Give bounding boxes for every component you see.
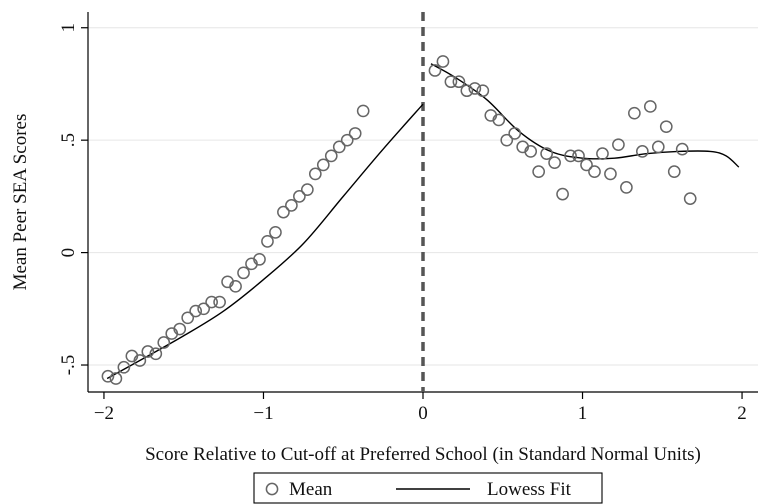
mean-point xyxy=(508,127,522,140)
mean-point xyxy=(237,266,250,280)
lowess-fit-line xyxy=(106,103,424,380)
mean-point xyxy=(532,165,546,178)
mean-point xyxy=(540,147,553,161)
y-tick-label: 1 xyxy=(58,23,79,33)
mean-point xyxy=(213,295,226,309)
mean-point xyxy=(659,120,673,134)
mean-point xyxy=(604,167,617,181)
mean-point xyxy=(141,345,155,358)
x-tick-label: 1 xyxy=(578,403,588,424)
mean-point xyxy=(675,142,689,156)
mean-point xyxy=(651,140,665,154)
mean-point xyxy=(157,336,171,349)
mean-point xyxy=(197,302,211,316)
mean-point xyxy=(588,165,601,178)
mean-point xyxy=(564,149,577,163)
mean-point xyxy=(324,149,338,163)
mean-point xyxy=(628,106,641,120)
legend-mean-marker xyxy=(265,482,279,496)
mean-point xyxy=(643,100,657,113)
y-tick-label: 0 xyxy=(58,248,79,258)
mean-point xyxy=(635,145,649,158)
mean-point xyxy=(101,369,115,383)
mean-point xyxy=(580,158,593,172)
mean-point xyxy=(492,113,506,127)
x-tick-label: 0 xyxy=(418,403,428,424)
mean-point xyxy=(620,181,633,194)
mean-point xyxy=(356,104,370,118)
legend-box xyxy=(253,472,603,504)
mean-point xyxy=(340,133,354,147)
mean-point xyxy=(308,167,322,181)
mean-point xyxy=(173,322,187,336)
mean-point xyxy=(572,149,585,163)
mean-point xyxy=(612,138,625,152)
mean-point xyxy=(500,133,514,147)
mean-point xyxy=(189,304,203,318)
legend: Mean Lowess Fit xyxy=(253,472,603,504)
x-tick-label: −2 xyxy=(94,403,114,424)
mean-point xyxy=(556,187,569,201)
mean-point xyxy=(277,205,290,219)
x-tick-label: −1 xyxy=(253,403,273,424)
mean-point xyxy=(300,183,314,196)
y-tick-label: .5 xyxy=(58,133,79,147)
mean-point xyxy=(316,158,330,172)
mean-point xyxy=(683,192,697,205)
mean-point xyxy=(460,84,474,98)
mean-point xyxy=(261,234,274,248)
points-layer xyxy=(101,55,697,385)
mean-point xyxy=(468,82,482,95)
mean-point xyxy=(181,311,195,325)
mean-point xyxy=(548,156,561,170)
mean-point xyxy=(205,295,218,309)
y-axis-label: Mean Peer SEA Scores xyxy=(10,114,31,291)
ticks-layer: -.5 0 .5 1 −2 −1 0 1 2 xyxy=(58,23,747,424)
mean-point xyxy=(452,75,466,89)
mean-point xyxy=(667,165,681,178)
mean-point xyxy=(293,190,306,203)
mean-point xyxy=(436,55,450,68)
mean-point xyxy=(428,64,442,77)
lowess-fit-line xyxy=(430,63,740,168)
x-tick-label: 2 xyxy=(737,403,747,424)
mean-point xyxy=(269,226,282,239)
mean-point xyxy=(109,372,123,385)
x-axis-label: Score Relative to Cut-off at Preferred S… xyxy=(145,444,701,465)
mean-point xyxy=(332,140,346,154)
mean-point xyxy=(476,84,490,98)
mean-point xyxy=(133,354,147,367)
mean-point xyxy=(348,127,362,140)
mean-point xyxy=(149,347,163,361)
mean-point xyxy=(253,252,266,266)
mean-point xyxy=(596,147,609,161)
mean-point xyxy=(117,360,131,374)
legend-lowess-label: Lowess Fit xyxy=(487,479,572,500)
y-tick-label: -.5 xyxy=(58,355,79,376)
mean-point xyxy=(229,279,242,293)
mean-point xyxy=(285,199,298,212)
mean-point xyxy=(444,75,458,89)
mean-point xyxy=(524,145,538,158)
legend-mean-label: Mean xyxy=(289,479,333,500)
fit-layer xyxy=(106,63,740,380)
